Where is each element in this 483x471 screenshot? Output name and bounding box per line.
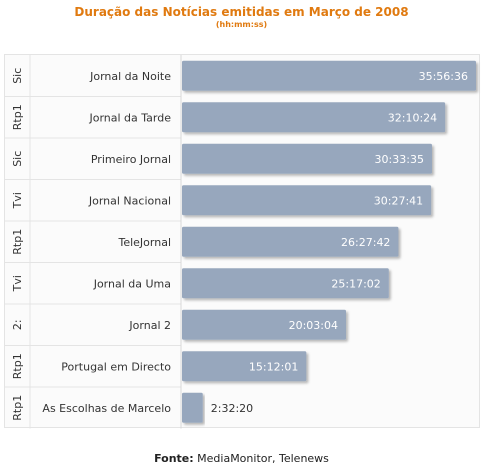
data-label: 30:33:35 (375, 153, 424, 166)
data-label: 15:12:01 (249, 360, 298, 373)
source-note: Fonte: MediaMonitor, Telenews (0, 452, 483, 465)
bar (182, 309, 347, 340)
group-label: Rtp1 (11, 229, 24, 255)
data-label: 35:56:36 (419, 70, 468, 83)
group-label: Rtp1 (11, 353, 24, 379)
bar (182, 351, 307, 382)
category-label: Jornal da Noite (89, 70, 171, 83)
group-label: 2: (11, 319, 24, 330)
data-label: 2:32:20 (211, 402, 253, 415)
group-label: Sic (11, 68, 24, 84)
chart-title: Duração das Notícias emitidas em Março d… (74, 5, 409, 19)
category-label: Portugal em Directo (61, 360, 171, 373)
group-label: Tvi (11, 275, 24, 292)
data-label: 26:27:42 (341, 236, 390, 249)
data-label: 20:03:04 (289, 319, 338, 332)
bar (182, 102, 446, 133)
group-label: Sic (11, 151, 24, 167)
category-label: Primeiro Jornal (91, 153, 171, 166)
category-label: Jornal da Uma (93, 277, 171, 290)
chart-subtitle: (hh:mm:ss) (215, 20, 268, 29)
bar (182, 226, 399, 257)
group-label: Tvi (11, 192, 24, 209)
bar (182, 268, 389, 299)
group-label: Rtp1 (11, 104, 24, 130)
bar (182, 392, 203, 423)
group-label: Rtp1 (11, 395, 24, 421)
bar (182, 143, 432, 174)
data-label: 32:10:24 (388, 111, 437, 124)
source-text: MediaMonitor, Telenews (197, 452, 329, 465)
category-label: Jornal 2 (128, 319, 171, 332)
category-label: As Escolhas de Marcelo (42, 402, 171, 415)
bar (182, 60, 476, 91)
bar (182, 185, 432, 216)
data-label: 25:17:02 (331, 277, 380, 290)
category-label: Jornal Nacional (88, 194, 171, 207)
source-label: Fonte: (154, 452, 194, 465)
category-label: Jornal da Tarde (88, 111, 171, 124)
data-label: 30:27:41 (374, 194, 423, 207)
category-label: TeleJornal (117, 236, 171, 249)
